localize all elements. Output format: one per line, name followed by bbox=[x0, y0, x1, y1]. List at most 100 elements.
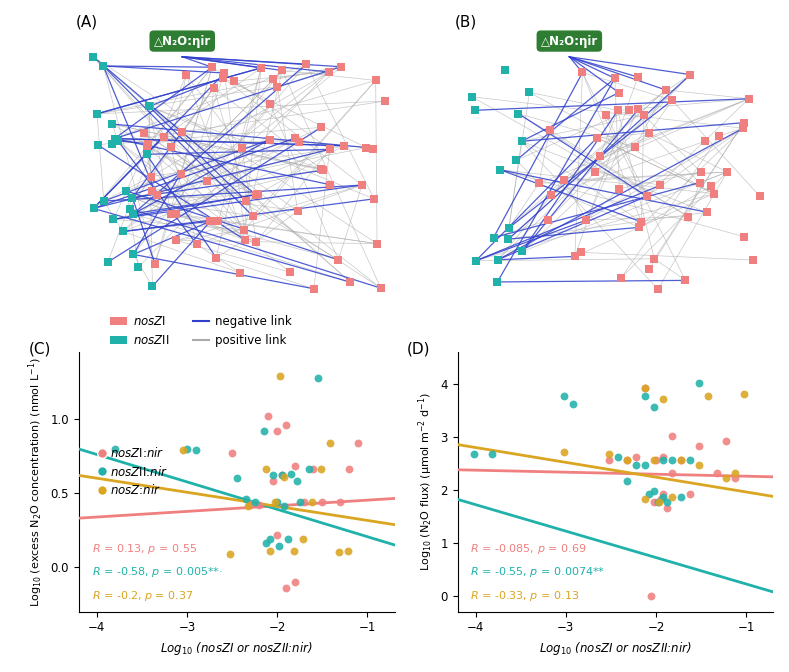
$nosZ$II:$nir$ bbox=[273, 541, 286, 552]
$nosZ$II:$nir$ bbox=[312, 372, 324, 383]
Text: △N₂O:ηir: △N₂O:ηir bbox=[540, 34, 598, 48]
$nosZ$I:$nir$ bbox=[334, 497, 346, 507]
Point bbox=[201, 175, 214, 186]
Point bbox=[249, 190, 262, 200]
$nosZ$I:$nir$ bbox=[666, 431, 679, 442]
$nosZ$:$nir$ bbox=[603, 449, 615, 460]
Point bbox=[238, 224, 251, 235]
$nosZ$:$nir$ bbox=[702, 391, 715, 402]
Point bbox=[87, 52, 99, 62]
Point bbox=[635, 216, 648, 227]
Point bbox=[264, 99, 277, 110]
$nosZ$I:$nir$ bbox=[271, 529, 283, 540]
Point bbox=[127, 249, 140, 260]
Point bbox=[228, 76, 241, 87]
$nosZ$II:$nir$ bbox=[109, 444, 122, 454]
$nosZ$I:$nir$ bbox=[684, 489, 697, 499]
Point bbox=[106, 119, 118, 130]
Text: △N₂O:ηir: △N₂O:ηir bbox=[154, 34, 211, 48]
Text: $R$ = -0.2, $p$ = 0.37: $R$ = -0.2, $p$ = 0.37 bbox=[92, 589, 193, 603]
Point bbox=[356, 179, 368, 190]
$nosZ$:$nir$ bbox=[296, 534, 308, 544]
Point bbox=[216, 73, 229, 83]
Point bbox=[210, 252, 222, 263]
Legend: $nosZ$I:$nir$, $nosZ$II:$nir$, $nosZ$:$nir$: $nosZ$I:$nir$, $nosZ$II:$nir$, $nosZ$:$n… bbox=[94, 442, 172, 502]
Point bbox=[157, 132, 170, 142]
Point bbox=[323, 67, 335, 77]
Legend: $nosZ$I, $nosZ$II, negative link, positive link: $nosZ$I, $nosZ$II, negative link, positi… bbox=[106, 310, 297, 352]
Point bbox=[544, 124, 556, 135]
Point bbox=[694, 167, 707, 177]
$nosZ$II:$nir$ bbox=[666, 454, 679, 465]
Point bbox=[600, 109, 612, 120]
Text: (D): (D) bbox=[407, 342, 431, 357]
Point bbox=[170, 208, 182, 219]
Point bbox=[174, 168, 187, 179]
$nosZ$I:$nir$ bbox=[226, 448, 238, 458]
$nosZ$I:$nir$ bbox=[660, 503, 673, 513]
$nosZ$I:$nir$ bbox=[729, 473, 742, 484]
$nosZ$:$nir$ bbox=[332, 547, 345, 558]
Point bbox=[239, 235, 252, 245]
$nosZ$I:$nir$ bbox=[253, 499, 266, 510]
$nosZ$I:$nir$ bbox=[280, 419, 293, 430]
$nosZ$I:$nir$ bbox=[280, 583, 293, 593]
Point bbox=[240, 196, 252, 206]
Point bbox=[180, 70, 193, 81]
Point bbox=[144, 101, 156, 112]
$nosZ$:$nir$ bbox=[639, 383, 652, 394]
$nosZ$I:$nir$ bbox=[648, 497, 660, 507]
$nosZ$:$nir$ bbox=[224, 548, 237, 559]
Text: (A): (A) bbox=[76, 14, 98, 30]
Point bbox=[117, 226, 129, 237]
Point bbox=[682, 211, 694, 222]
X-axis label: Log$_{10}$ (nosZI or nosZII:nir): Log$_{10}$ (nosZI or nosZII:nir) bbox=[160, 640, 313, 657]
Point bbox=[516, 246, 529, 257]
$nosZ$I:$nir$ bbox=[657, 489, 670, 499]
$nosZ$:$nir$ bbox=[657, 394, 670, 405]
$nosZ$I:$nir$ bbox=[307, 464, 320, 474]
Y-axis label: Log$_{10}$ (excess N$_2$O concentration) (nmol L$^{-1}$): Log$_{10}$ (excess N$_2$O concentration)… bbox=[26, 357, 45, 607]
$nosZ$:$nir$ bbox=[653, 497, 665, 507]
$nosZ$II:$nir$ bbox=[639, 460, 652, 470]
$nosZ$:$nir$ bbox=[242, 501, 255, 512]
$nosZ$:$nir$ bbox=[666, 491, 679, 502]
$nosZ$I:$nir$ bbox=[649, 455, 662, 466]
Point bbox=[92, 140, 104, 151]
Point bbox=[666, 95, 679, 106]
Point bbox=[633, 222, 645, 233]
Point bbox=[315, 122, 327, 133]
$nosZ$I:$nir$ bbox=[711, 468, 724, 478]
Point bbox=[308, 284, 320, 294]
$nosZ$II:$nir$ bbox=[611, 452, 624, 462]
$nosZ$:$nir$ bbox=[675, 454, 687, 465]
Point bbox=[632, 104, 645, 115]
Point bbox=[335, 61, 348, 72]
Point bbox=[569, 251, 581, 262]
Point bbox=[679, 275, 692, 286]
$nosZ$II:$nir$ bbox=[639, 391, 652, 402]
$nosZ$I:$nir$ bbox=[267, 476, 279, 487]
$nosZ$II:$nir$ bbox=[239, 493, 252, 504]
Point bbox=[332, 255, 345, 265]
$nosZ$I:$nir$ bbox=[666, 468, 679, 478]
$nosZ$:$nir$ bbox=[729, 468, 742, 478]
$nosZ$:$nir$ bbox=[558, 446, 570, 457]
Point bbox=[289, 133, 301, 144]
Point bbox=[360, 142, 372, 153]
Point bbox=[140, 149, 153, 160]
$nosZ$II:$nir$ bbox=[652, 497, 664, 507]
Point bbox=[510, 155, 522, 165]
$nosZ$:$nir$ bbox=[269, 497, 282, 507]
Point bbox=[738, 118, 750, 128]
Point bbox=[111, 135, 124, 146]
Point bbox=[701, 207, 713, 218]
Point bbox=[469, 105, 481, 116]
Point bbox=[737, 123, 750, 134]
Point bbox=[612, 87, 625, 98]
Point bbox=[208, 83, 220, 93]
$nosZ$:$nir$ bbox=[314, 464, 327, 474]
$nosZ$:$nir$ bbox=[648, 454, 660, 465]
Point bbox=[533, 178, 545, 189]
Point bbox=[574, 247, 587, 257]
